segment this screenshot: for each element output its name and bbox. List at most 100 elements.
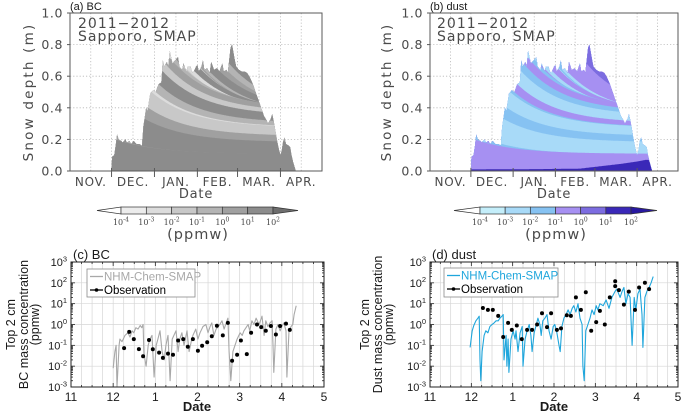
x-tick-label: 3	[236, 390, 243, 404]
y-axis-title: Snow depth (m)	[379, 23, 395, 162]
observation-point	[176, 338, 181, 343]
panel-a-bc-snow-layers: 0.0 0.2 0.4 0.6 0.8 1.0 NOV. DEC. JAN. FEB. MAR. AP…	[21, 1, 323, 243]
colorbar-segment	[145, 206, 173, 215]
tick-label-base: 10	[574, 218, 584, 227]
observation-point	[131, 337, 136, 342]
observation-point	[147, 338, 151, 342]
observation-point	[166, 351, 170, 356]
y-axis-title-line: (ppmw)	[382, 304, 396, 346]
colorbar-tick-label: 10-3	[138, 217, 154, 227]
y-axis-title-line: Dust mass concentration	[371, 256, 385, 394]
y-tick-label: 0.4	[401, 100, 423, 115]
colorbar-segment	[504, 206, 531, 215]
y-tick-label: 10-3	[48, 379, 67, 394]
tick-label-exponent: 3	[63, 254, 67, 263]
legend-label: Observation	[461, 284, 523, 296]
snow-layers	[470, 44, 653, 171]
observation-point	[616, 288, 621, 293]
colorbar-tick-label: 100	[215, 217, 229, 227]
y-tick-label: 100	[410, 317, 426, 332]
tick-label-base: 10	[599, 218, 609, 227]
tick-label-base: 10	[407, 382, 419, 394]
x-tick-label: NOV.	[75, 175, 107, 189]
tick-label-base: 10	[410, 299, 422, 311]
y-tick-label: 0.8	[41, 37, 63, 52]
observation-point	[573, 295, 578, 300]
observation-point	[230, 358, 235, 363]
tick-label-exponent: -2	[60, 359, 67, 368]
plot-annotation: Sapporo, SMAP	[78, 29, 197, 45]
x-tick-label: FEB.	[560, 175, 590, 189]
observation-point	[613, 284, 618, 289]
plot-frame	[69, 12, 323, 172]
tick-label-exponent: 0	[63, 317, 67, 326]
observation-point	[607, 295, 612, 300]
tick-label-base: 10	[241, 218, 251, 227]
legend-box	[86, 268, 196, 298]
y-tick-label: 1.0	[41, 6, 63, 21]
colorbar-low-extension	[453, 206, 481, 215]
plot-frame	[429, 261, 679, 388]
observation-point	[171, 352, 175, 357]
observation-point	[181, 337, 186, 342]
colorbar-unit-label: (ppmw)	[525, 227, 587, 243]
tick-label-base: 10	[51, 320, 63, 332]
tick-label-exponent: -3	[148, 217, 154, 224]
x-tick-label: 12	[465, 390, 479, 404]
colorbar-tick-label: 10-1	[547, 217, 563, 227]
tick-label-base: 10	[215, 218, 225, 227]
observation-point	[263, 328, 268, 333]
y-tick-label: 103	[51, 254, 67, 269]
colorbar-low-extension	[96, 206, 122, 215]
snow-layers	[111, 44, 296, 171]
tick-label-exponent: -2	[419, 359, 426, 368]
colorbar-tick-label: 102	[266, 217, 280, 227]
observation-point	[535, 322, 540, 327]
ground-layer	[111, 167, 296, 171]
observation-point	[200, 343, 205, 348]
observation-point	[284, 321, 288, 326]
observation-point	[214, 323, 219, 328]
x-tick-label: 4	[278, 390, 285, 404]
x-tick-label: MAR.	[599, 175, 633, 189]
tick-label-exponent: 2	[276, 217, 280, 224]
observation-point	[514, 323, 519, 328]
panel-b-dust-snow-layers: 0.0 0.2 0.4 0.6 0.8 1.0 NOV. DEC. JAN. FEB. MAR. AP…	[379, 1, 679, 243]
legend-swatch-dot	[94, 288, 99, 292]
observation-point	[273, 332, 278, 337]
y-axis-title-line: BC mass concentration	[17, 260, 31, 389]
tick-label-exponent: -1	[60, 338, 67, 347]
tick-label-base: 10	[407, 361, 419, 373]
tick-label-base: 10	[138, 218, 148, 227]
colorbar-segment	[479, 206, 506, 215]
x-tick-label: 11	[65, 390, 78, 404]
y-tick-label: 102	[410, 275, 426, 290]
observation-point	[136, 347, 141, 352]
tick-label-exponent: 0	[226, 217, 230, 224]
colorbar-segment	[196, 206, 223, 215]
observation-point	[559, 326, 563, 331]
colorbar-tick-label: 10-4	[472, 217, 488, 227]
tick-label-exponent: -3	[507, 217, 513, 224]
observation-point	[602, 322, 607, 327]
colorbar-segment	[247, 206, 274, 215]
legend-label: Observation	[104, 285, 166, 297]
tick-label-base: 10	[164, 218, 174, 227]
x-tick-label: 5	[321, 390, 328, 404]
y-axis-title-line: Top 2 cm	[4, 299, 18, 350]
x-tick-label: 1	[152, 390, 159, 404]
plot-annotation: 2011−2012	[78, 16, 170, 32]
x-axis-title: Date	[540, 399, 568, 414]
axis-ticks	[67, 12, 281, 177]
y-tick-label: 0.6	[401, 69, 423, 84]
observation-point	[485, 307, 490, 312]
observation-point	[496, 313, 501, 318]
colorbar-tick-label: 10-1	[189, 217, 205, 227]
tick-label-base: 10	[189, 218, 199, 227]
tick-label-base: 10	[522, 218, 532, 227]
observation-point	[506, 320, 511, 325]
tick-label-base: 10	[497, 218, 507, 227]
colorbar-segment	[171, 206, 198, 215]
tick-label-exponent: -3	[60, 379, 67, 388]
x-tick-label: APR.	[286, 175, 316, 189]
